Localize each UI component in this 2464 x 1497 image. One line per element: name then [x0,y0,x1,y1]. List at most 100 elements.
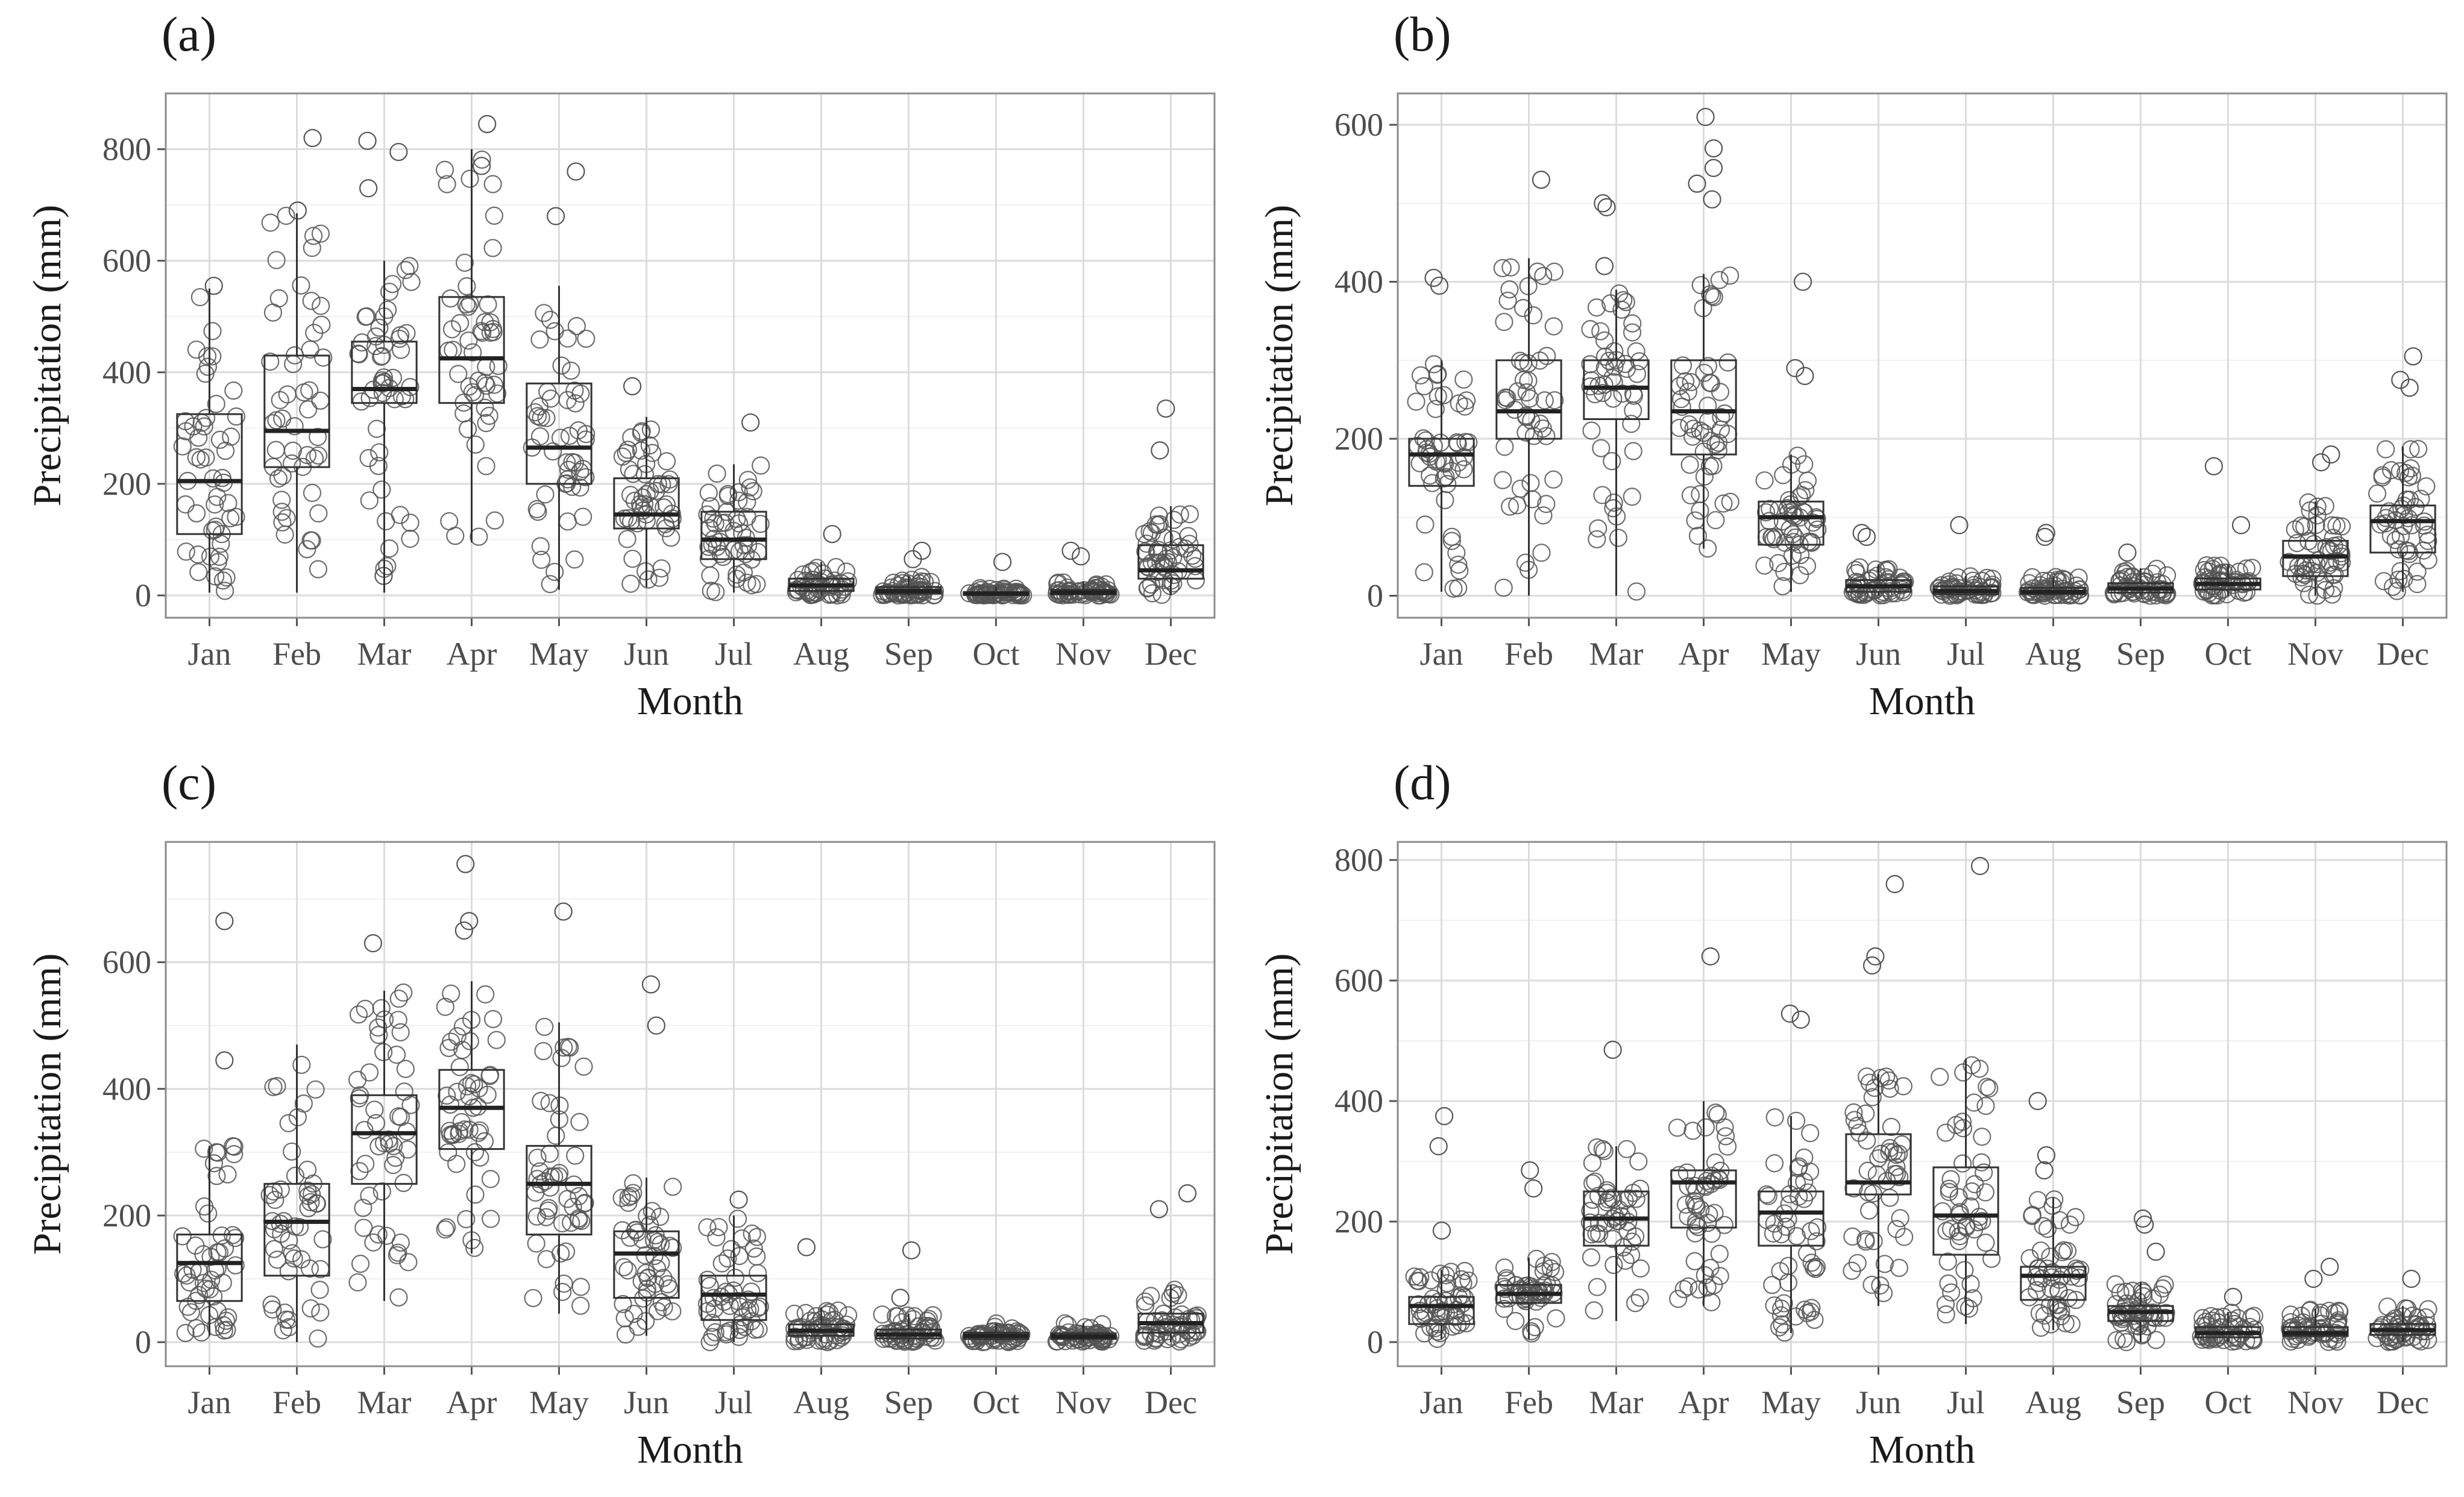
data-point [619,509,638,528]
data-point [1869,1149,1888,1168]
data-point [386,1149,405,1167]
box [2020,1266,2087,1301]
data-point [2308,586,2327,605]
data-point [532,1091,550,1110]
data-point [731,1320,749,1339]
data-point [2408,562,2427,581]
data-point [537,1208,556,1226]
box [700,1275,767,1321]
data-point [2380,1332,2398,1351]
data-point [743,1224,761,1243]
data-point [576,1193,594,1213]
outlier-point [2037,1146,2056,1165]
y-tick-label: 200 [1334,1204,1383,1240]
data-point [208,488,227,506]
data-point [472,322,491,341]
outlier-point [1705,139,1723,158]
data-point [1787,1111,1806,1130]
data-point [1936,1295,1955,1314]
data-point [1500,497,1520,516]
data-point [1495,1289,1513,1308]
data-point [1972,1153,1991,1172]
x-tick-label: Feb [272,636,321,672]
data-point [618,441,637,459]
data-point [1755,471,1774,490]
data-point [360,491,379,510]
data-point [1890,1258,1909,1277]
data-point [2294,564,2313,583]
data-point [567,316,586,336]
data-point [1436,491,1454,509]
data-point [438,175,456,193]
data-point [2308,506,2327,525]
outlier-point [1791,1010,1810,1029]
data-point [355,1120,374,1140]
data-point [1756,503,1776,522]
data-point [465,1143,485,1161]
outlier-point [1521,1161,1539,1180]
data-point [1538,347,1556,365]
data-point [744,482,762,501]
data-point [369,1137,388,1156]
data-point [535,304,553,322]
data-point [1796,481,1815,500]
data-point [1805,1310,1824,1329]
data-point [196,409,216,427]
y-tick-label: 200 [102,466,151,502]
data-point [1668,1119,1686,1137]
data-point [1941,1170,1960,1188]
data-point [539,1201,558,1220]
data-point [1617,1140,1636,1158]
data-point [2111,1283,2129,1302]
outlier-point [993,553,1012,571]
y-tick-label: 0 [1367,1324,1383,1360]
data-point [348,1273,367,1291]
data-point [571,1296,590,1315]
data-point [1452,1313,1471,1332]
data-point [2041,1315,2060,1334]
data-point [1976,1233,1995,1252]
data-point [189,545,207,564]
data-point [1702,374,1721,393]
data-point [204,469,222,488]
box [526,1144,592,1235]
data-point [1783,546,1802,565]
data-point [438,1218,456,1237]
data-point [2327,516,2346,535]
data-point [1623,314,1642,333]
data-point [617,444,635,462]
x-tick-label: Jan [1420,636,1463,672]
data-point [1691,275,1710,295]
data-point [2390,462,2409,480]
x-axis-title: Month [637,1428,743,1472]
data-point [206,1317,225,1337]
data-point [2038,1219,2057,1238]
data-point [222,427,240,446]
data-point [2034,571,2053,590]
box [1758,1190,1824,1247]
data-point [173,1227,192,1246]
data-point [187,341,206,359]
data-point [2286,520,2304,539]
x-tick-label: Aug [793,636,849,672]
data-point [1142,1287,1160,1305]
data-point [1786,528,1805,547]
data-point [2287,534,2307,553]
data-point [1535,391,1554,410]
x-axis-title: Month [637,679,743,723]
data-point [1689,1280,1708,1299]
data-point [1529,1281,1548,1301]
data-point [2117,1332,2136,1352]
x-tick-label: Mar [1589,636,1644,672]
outlier-point [641,975,661,994]
data-point [1715,1216,1733,1234]
data-point [2208,1308,2227,1327]
data-point [485,511,504,530]
data-point [1588,530,1606,548]
box [438,296,505,404]
data-point [2322,516,2342,535]
outlier-point [1524,1179,1543,1198]
data-point [450,1125,468,1143]
data-point [649,1232,667,1251]
box [351,1094,418,1185]
